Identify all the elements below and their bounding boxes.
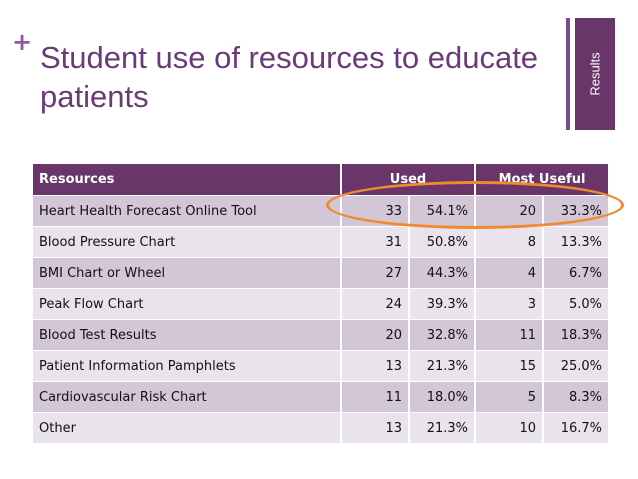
- useful-count: 10: [475, 412, 544, 444]
- useful-percent: 6.7%: [543, 257, 610, 289]
- section-tab-label: Results: [587, 52, 603, 96]
- resource-name: Blood Test Results: [33, 319, 342, 351]
- table-row: Cardiovascular Risk Chart 11 18.0% 5 8.3…: [33, 381, 610, 413]
- table-row: Blood Pressure Chart 31 50.8% 8 13.3%: [33, 226, 610, 258]
- used-percent: 44.3%: [409, 257, 476, 289]
- useful-percent: 8.3%: [543, 381, 610, 413]
- useful-count: 15: [475, 350, 544, 382]
- useful-percent: 5.0%: [543, 288, 610, 320]
- side-divider: [566, 18, 570, 130]
- resource-name: BMI Chart or Wheel: [33, 257, 342, 289]
- resource-name: Heart Health Forecast Online Tool: [33, 195, 342, 227]
- used-percent: 18.0%: [409, 381, 476, 413]
- useful-count: 3: [475, 288, 544, 320]
- slide-title: Student use of resources to educate pati…: [40, 40, 539, 114]
- useful-percent: 16.7%: [543, 412, 610, 444]
- table-row: Patient Information Pamphlets 13 21.3% 1…: [33, 350, 610, 382]
- useful-count: 11: [475, 319, 544, 351]
- resource-name: Patient Information Pamphlets: [33, 350, 342, 382]
- useful-percent: 13.3%: [543, 226, 610, 258]
- table-row: BMI Chart or Wheel 27 44.3% 4 6.7%: [33, 257, 610, 289]
- used-count: 27: [341, 257, 410, 289]
- used-count: 11: [341, 381, 410, 413]
- used-percent: 21.3%: [409, 350, 476, 382]
- useful-count: 5: [475, 381, 544, 413]
- highlight-oval: [326, 181, 624, 229]
- used-percent: 39.3%: [409, 288, 476, 320]
- table-row: Peak Flow Chart 24 39.3% 3 5.0%: [33, 288, 610, 320]
- resource-name: Blood Pressure Chart: [33, 226, 342, 258]
- useful-percent: 18.3%: [543, 319, 610, 351]
- used-count: 13: [341, 412, 410, 444]
- useful-count: 4: [475, 257, 544, 289]
- used-count: 20: [341, 319, 410, 351]
- resources-table: Resources Used Most Useful Heart Health …: [33, 164, 610, 444]
- used-percent: 50.8%: [409, 226, 476, 258]
- resource-name: Cardiovascular Risk Chart: [33, 381, 342, 413]
- useful-percent: 25.0%: [543, 350, 610, 382]
- table-row: Other 13 21.3% 10 16.7%: [33, 412, 610, 444]
- section-tab: Results: [575, 18, 615, 130]
- used-count: 24: [341, 288, 410, 320]
- header-resources: Resources: [33, 164, 342, 196]
- table-row: Blood Test Results 20 32.8% 11 18.3%: [33, 319, 610, 351]
- resource-name: Other: [33, 412, 342, 444]
- used-count: 31: [341, 226, 410, 258]
- plus-icon: +: [12, 28, 33, 56]
- used-percent: 21.3%: [409, 412, 476, 444]
- useful-count: 8: [475, 226, 544, 258]
- used-count: 13: [341, 350, 410, 382]
- used-percent: 32.8%: [409, 319, 476, 351]
- resource-name: Peak Flow Chart: [33, 288, 342, 320]
